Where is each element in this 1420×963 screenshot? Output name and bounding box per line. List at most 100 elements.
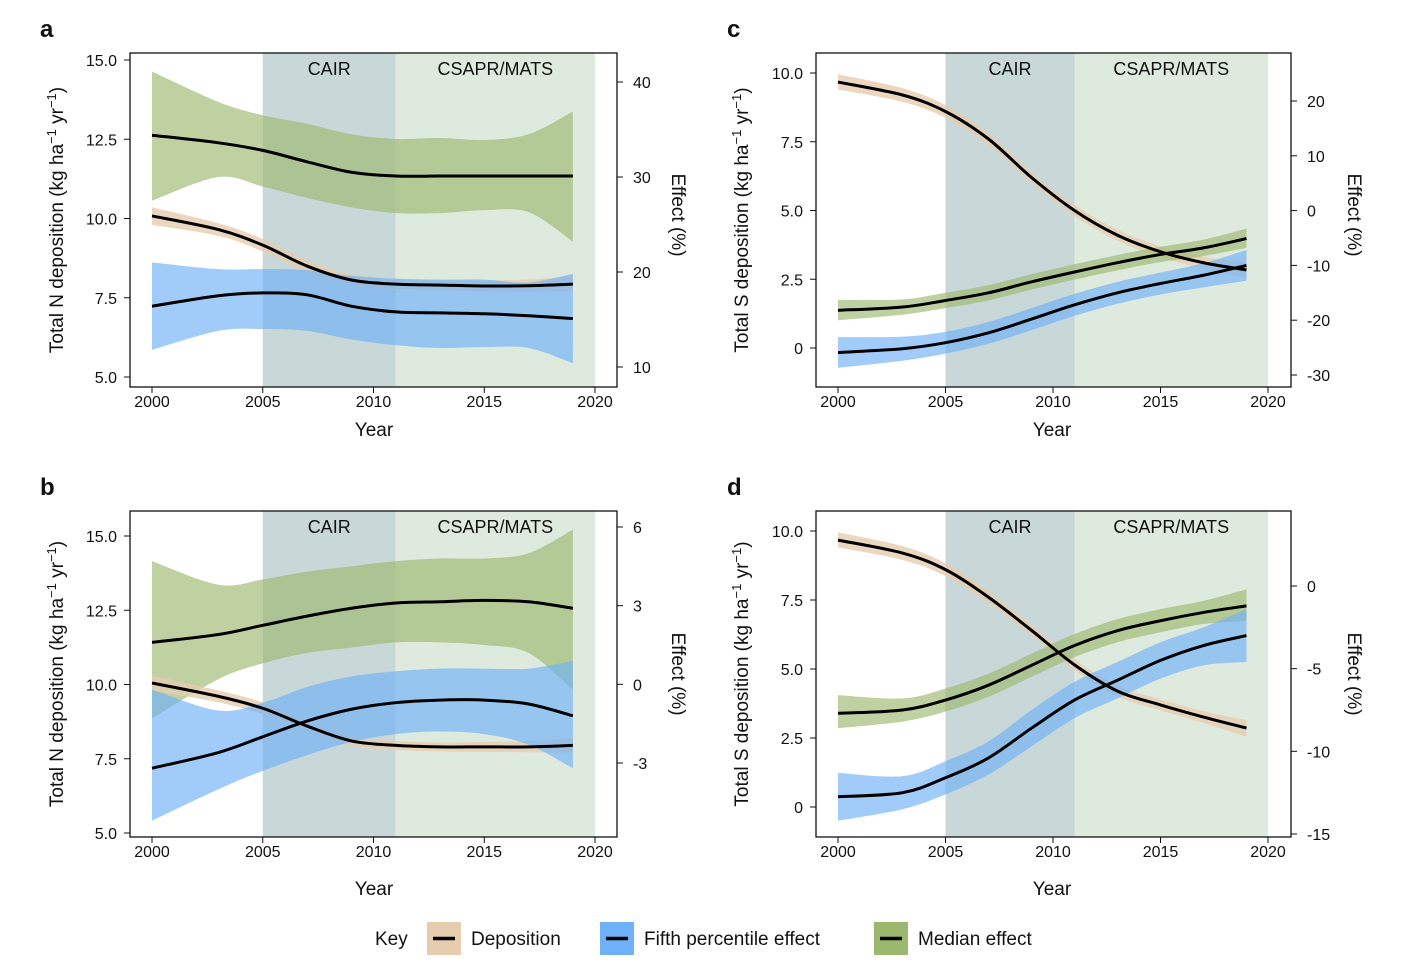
y2-tick-label: 0	[633, 677, 642, 694]
y2-tick-label: 0	[1307, 579, 1316, 596]
x-tick-label: 2000	[134, 394, 170, 411]
y-tick-label: 5.0	[95, 826, 117, 843]
y2-tick-label: 20	[1307, 94, 1325, 111]
y-axis-label: Total S deposition (kg ha−1 yr−1)	[729, 87, 753, 352]
deposition-band	[838, 74, 1247, 278]
y2-tick-label: 10	[1307, 149, 1325, 166]
y-axis-label-part: yr	[47, 107, 68, 129]
y2-axis-label: Effect (%)	[667, 173, 688, 256]
region-label: CAIR	[308, 59, 351, 79]
deposition-line	[151, 214, 573, 288]
fifth-percentile-band	[838, 250, 1247, 368]
region-label: CSAPR/MATS	[1113, 59, 1229, 79]
y-tick-label: 15.0	[86, 529, 117, 546]
y2-tick-label: -5	[1307, 662, 1321, 679]
x-tick-label: 2010	[1035, 394, 1071, 411]
x-tick-label: 2005	[928, 844, 964, 861]
y2-tick-label: 30	[633, 170, 651, 187]
y-axis-label-superscript: −1	[729, 584, 744, 599]
fifth-percentile-line	[151, 291, 573, 321]
panel-letter: a	[40, 16, 54, 43]
x-tick-label: 2005	[245, 844, 281, 861]
x-tick-label: 2020	[1250, 394, 1286, 411]
y-tick-label: 15.0	[86, 53, 117, 70]
y-tick-label: 5.0	[781, 204, 803, 221]
x-axis-label: Year	[355, 420, 394, 441]
y-axis-label-part: )	[47, 87, 68, 93]
x-tick-label: 2000	[134, 844, 170, 861]
y-axis-label: Total S deposition (kg ha−1 yr−1)	[729, 541, 753, 806]
y2-tick-label: 0	[1307, 204, 1316, 221]
x-tick-label: 2000	[820, 394, 856, 411]
y-axis-label-superscript: −1	[44, 583, 59, 598]
x-tick-label: 2015	[1143, 844, 1179, 861]
region-label: CAIR	[308, 517, 351, 537]
panel-letter: d	[727, 474, 742, 501]
y-axis-label-part: Total N deposition (kg ha	[47, 144, 68, 354]
y-tick-label: 2.5	[781, 272, 803, 289]
y-tick-label: 0	[794, 341, 803, 358]
fifth-percentile-line	[837, 634, 1247, 799]
y2-tick-label: 20	[633, 265, 651, 282]
y-tick-label: 7.5	[781, 593, 803, 610]
y-axis-label-part: yr	[47, 561, 68, 583]
x-tick-label: 2005	[928, 394, 964, 411]
y-tick-label: 10.0	[86, 212, 117, 229]
y2-tick-label: -10	[1307, 258, 1330, 275]
y-axis-label-part: )	[47, 541, 68, 547]
panel-d: CAIR CSAPR/MATS 2000 2005 2010 2015 2020 0 2.5 5.…	[727, 474, 1364, 900]
y-tick-label: 7.5	[95, 752, 117, 769]
deposition-line	[151, 681, 573, 749]
region-label: CAIR	[988, 59, 1031, 79]
y2-tick-label: -20	[1307, 313, 1330, 330]
median-line	[151, 133, 573, 178]
y-tick-label: 10.0	[86, 678, 117, 695]
panel-b: CAIR CSAPR/MATS 2000 2005 2010 2015 2020 5.0 7.5…	[40, 474, 688, 900]
x-axis-label: Year	[355, 879, 394, 900]
region-label: CAIR	[988, 517, 1031, 537]
median-line	[151, 598, 574, 644]
y2-tick-label: 3	[633, 599, 642, 616]
x-tick-label: 2000	[820, 844, 856, 861]
y-axis-label-part: Total N deposition (kg ha	[47, 598, 68, 808]
x-tick-label: 2005	[245, 394, 281, 411]
y-axis-label-part: Total S deposition (kg ha	[732, 598, 753, 807]
panel-letter: b	[40, 474, 55, 501]
median-line	[837, 237, 1247, 312]
y2-axis-label: Effect (%)	[1343, 632, 1364, 715]
x-tick-label: 2020	[577, 394, 613, 411]
x-axis-label: Year	[1033, 420, 1072, 441]
x-tick-label: 2015	[466, 394, 502, 411]
y-axis-label-part: yr	[732, 108, 753, 130]
legend-label: Fifth percentile effect	[644, 929, 821, 950]
y-tick-label: 12.5	[86, 603, 117, 620]
y-axis-label: Total N deposition (kg ha−1 yr−1)	[44, 541, 68, 807]
y-tick-label: 5.0	[781, 662, 803, 679]
x-tick-label: 2010	[356, 844, 392, 861]
x-tick-label: 2010	[1035, 844, 1071, 861]
y-axis-label-part: )	[732, 541, 753, 547]
x-tick-label: 2015	[466, 844, 502, 861]
y-tick-label: 10.0	[772, 66, 803, 83]
legend-label: Deposition	[471, 929, 561, 950]
median-band	[152, 529, 573, 719]
x-tick-label: 2015	[1143, 394, 1179, 411]
y-axis-label-superscript: −1	[729, 548, 744, 563]
y2-tick-label: -10	[1307, 744, 1330, 761]
y2-tick-label: 6	[633, 520, 642, 537]
y-axis-label-superscript: −1	[729, 94, 744, 109]
y-axis-label-superscript: −1	[729, 130, 744, 145]
y-axis-label-part: Total S deposition (kg ha	[732, 144, 753, 353]
region-label: CSAPR/MATS	[437, 59, 553, 79]
x-tick-label: 2020	[1250, 844, 1286, 861]
y2-axis-label: Effect (%)	[1343, 173, 1364, 256]
legend-label: Median effect	[918, 929, 1032, 950]
region-label: CSAPR/MATS	[1113, 517, 1229, 537]
deposition-line	[837, 80, 1247, 272]
legend: Key Deposition Fifth percentile effect Medi…	[375, 922, 1032, 955]
fifth-percentile-band	[152, 262, 573, 364]
y2-tick-label: -30	[1307, 368, 1330, 385]
